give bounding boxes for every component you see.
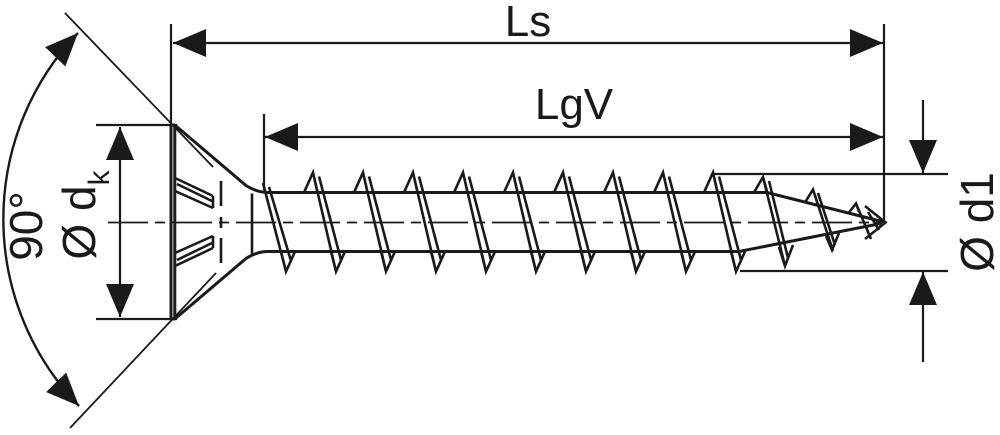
label-thread-diameter: Ø d1: [951, 172, 1000, 272]
label-head-diameter-sub: k: [83, 169, 116, 185]
label-head-angle: 90°: [0, 191, 52, 261]
recess-edge-ticks: [219, 181, 254, 263]
recess: [174, 176, 254, 268]
construction-line-bottom: [69, 272, 217, 429]
recess-slot-bottom: [174, 234, 215, 268]
thread-start: [261, 182, 297, 276]
dimension-lines: [96, 24, 948, 362]
label-thread-length: LgV: [535, 80, 614, 129]
label-head-diameter: Ø dk: [53, 169, 116, 259]
label-total-length: Ls: [505, 0, 551, 46]
thread-tip: [752, 173, 888, 270]
thread: [261, 168, 888, 276]
thread-units: [302, 168, 747, 276]
head-cone-and-root-top: [173, 123, 887, 224]
angle-arc: [2, 32, 80, 407]
construction-line-top: [64, 12, 214, 168]
label-head-diameter-main: Ø d: [53, 185, 105, 259]
construction-lines: [2, 12, 217, 429]
recess-slot-top: [174, 176, 215, 210]
head-cone-and-root-bottom: [173, 221, 887, 321]
